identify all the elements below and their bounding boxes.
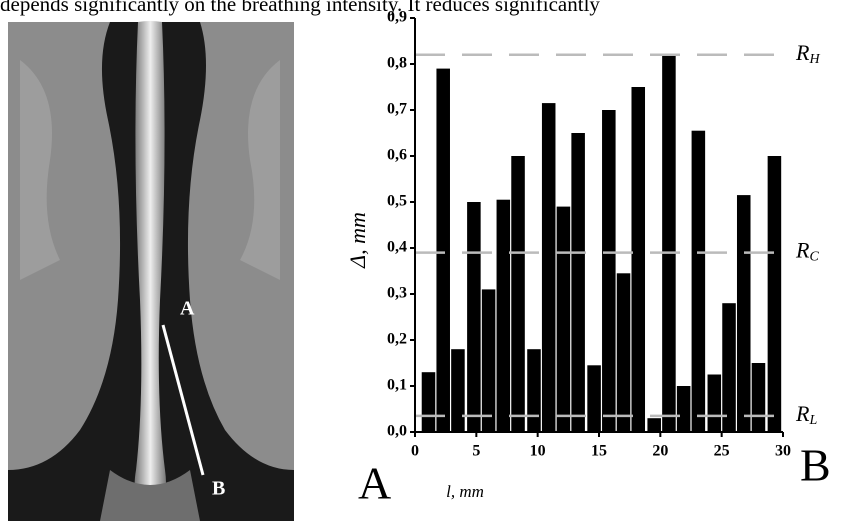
y-axis-label: Δ, mm (345, 212, 370, 269)
ct-image: A B (8, 21, 294, 521)
y-tick-label: 0,8 (387, 55, 407, 72)
bar (617, 273, 631, 432)
bar (436, 69, 450, 432)
x-tick-label: 10 (530, 443, 546, 460)
ct-label: A (180, 298, 195, 320)
reference-label: RL (795, 401, 817, 428)
bar (542, 103, 556, 432)
x-tick-label: 20 (652, 443, 668, 460)
panel-label: B (800, 440, 831, 491)
bar (752, 363, 766, 432)
x-axis-label: l, mm (446, 482, 484, 501)
reference-label-sub: H (808, 52, 820, 67)
bar (557, 207, 571, 432)
reference-label-main: R (795, 238, 810, 263)
ct-label: B (212, 478, 225, 500)
bar (708, 375, 722, 433)
figure: A B RHRCRL0,00,10,20,30,40,50,60,70,80,9… (0, 0, 842, 521)
bar (722, 303, 736, 432)
y-tick-label: 0,6 (387, 147, 407, 164)
reference-label-main: R (795, 40, 810, 65)
bar (768, 156, 782, 432)
bar (511, 156, 525, 432)
y-tick-label: 0,2 (387, 331, 407, 348)
bar (677, 386, 691, 432)
y-tick-label: 0,7 (387, 101, 407, 118)
y-tick-label: 0,4 (387, 239, 407, 256)
bar (602, 110, 616, 432)
x-tick-label: 25 (714, 443, 730, 460)
x-tick-label: 30 (775, 443, 791, 460)
ct-septum (135, 21, 166, 510)
x-tick-label: 15 (591, 443, 607, 460)
bar (467, 202, 481, 432)
bar (587, 365, 601, 432)
bar (422, 372, 436, 432)
bar (527, 349, 541, 432)
y-tick-label: 0,3 (387, 285, 407, 302)
bar (737, 195, 751, 432)
bar (497, 200, 511, 432)
y-tick-label: 0,5 (387, 193, 407, 210)
bar (482, 289, 496, 432)
bar (631, 87, 645, 432)
x-tick-label: 5 (472, 443, 480, 460)
reference-label-sub: L (808, 413, 817, 428)
bar (662, 55, 676, 432)
y-tick-label: 0,0 (387, 423, 407, 440)
reference-label-main: R (795, 401, 810, 426)
panel-label: A (358, 458, 391, 509)
reference-label: RH (795, 40, 820, 67)
bar (451, 349, 465, 432)
body-text: depends significantly on the breathing i… (0, 0, 842, 17)
y-tick-label: 0,1 (387, 377, 407, 394)
x-tick-label: 0 (411, 443, 419, 460)
reference-label-sub: C (809, 250, 819, 265)
bar (692, 131, 706, 432)
reference-label: RC (795, 238, 819, 265)
bar (647, 418, 661, 432)
bar (571, 133, 585, 432)
page: A B RHRCRL0,00,10,20,30,40,50,60,70,80,9… (0, 0, 842, 521)
